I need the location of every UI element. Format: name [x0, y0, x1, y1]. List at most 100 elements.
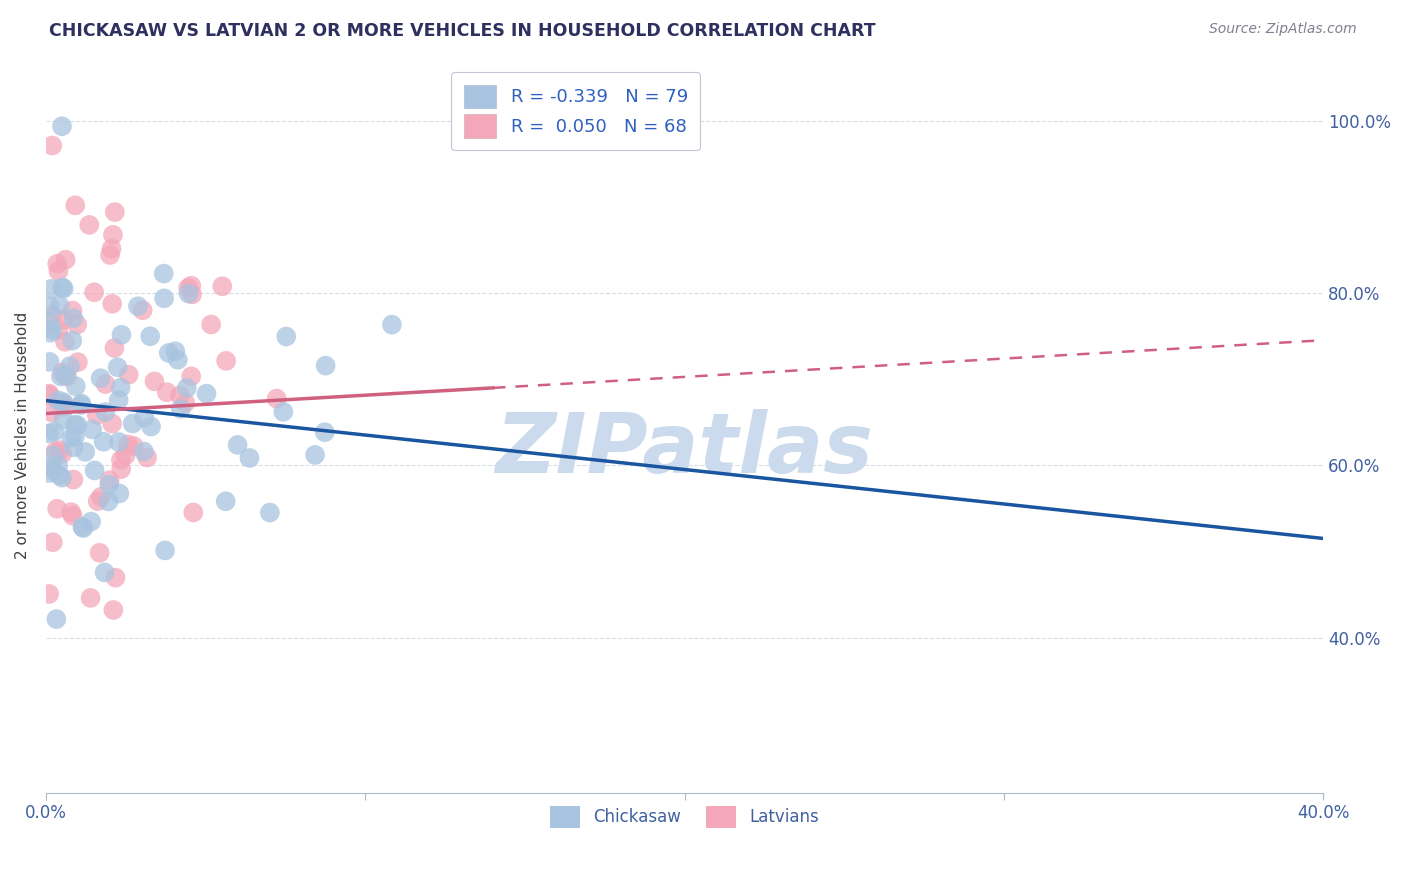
Point	[83, 285, 105, 300]
Point	[215, 494, 238, 508]
Point	[52, 312, 75, 326]
Point	[51, 446, 73, 460]
Point	[66, 355, 89, 369]
Point	[52, 395, 75, 409]
Point	[98, 473, 121, 487]
Point	[177, 286, 200, 301]
Point	[45, 612, 67, 626]
Point	[139, 419, 162, 434]
Point	[143, 375, 166, 389]
Point	[101, 417, 124, 431]
Point	[103, 603, 125, 617]
Point	[103, 341, 125, 355]
Point	[79, 591, 101, 605]
Point	[41, 323, 63, 337]
Point	[259, 506, 281, 520]
Point	[66, 318, 89, 332]
Point	[107, 360, 129, 375]
Point	[51, 366, 73, 380]
Point	[177, 281, 200, 295]
Point	[62, 303, 84, 318]
Point	[121, 417, 143, 431]
Point	[180, 369, 202, 384]
Text: Source: ZipAtlas.com: Source: ZipAtlas.com	[1209, 22, 1357, 37]
Point	[42, 463, 65, 477]
Point	[153, 543, 176, 558]
Point	[114, 449, 136, 463]
Point	[44, 444, 66, 458]
Point	[122, 439, 145, 453]
Point	[90, 490, 112, 504]
Point	[48, 468, 70, 483]
Point	[215, 354, 238, 368]
Point	[65, 379, 87, 393]
Point	[174, 396, 197, 410]
Point	[86, 494, 108, 508]
Point	[52, 413, 75, 427]
Point	[62, 311, 84, 326]
Point	[41, 282, 63, 296]
Point	[52, 281, 75, 295]
Point	[156, 385, 179, 400]
Point	[41, 459, 63, 474]
Point	[104, 205, 127, 219]
Point	[53, 334, 76, 349]
Point	[94, 377, 117, 392]
Point	[117, 368, 139, 382]
Point	[273, 405, 295, 419]
Point	[104, 571, 127, 585]
Point	[52, 396, 75, 410]
Point	[48, 298, 70, 312]
Point	[170, 401, 193, 416]
Point	[46, 458, 69, 473]
Point	[51, 120, 73, 134]
Point	[127, 299, 149, 313]
Point	[62, 473, 84, 487]
Point	[101, 297, 124, 311]
Point	[70, 398, 93, 412]
Point	[139, 329, 162, 343]
Point	[80, 515, 103, 529]
Point	[131, 303, 153, 318]
Point	[152, 267, 174, 281]
Point	[38, 355, 60, 369]
Point	[195, 386, 218, 401]
Point	[38, 299, 60, 313]
Point	[110, 453, 132, 467]
Point	[134, 410, 156, 425]
Point	[226, 438, 249, 452]
Legend: Chickasaw, Latvians: Chickasaw, Latvians	[543, 799, 825, 834]
Point	[46, 323, 69, 337]
Point	[169, 388, 191, 402]
Point	[49, 443, 72, 458]
Point	[42, 448, 65, 462]
Point	[110, 327, 132, 342]
Point	[100, 242, 122, 256]
Point	[49, 369, 72, 384]
Point	[60, 334, 83, 348]
Point	[176, 381, 198, 395]
Point	[165, 344, 187, 359]
Point	[238, 450, 260, 465]
Point	[89, 546, 111, 560]
Point	[46, 393, 69, 408]
Point	[63, 429, 86, 443]
Point	[70, 397, 93, 411]
Point	[97, 494, 120, 508]
Point	[153, 291, 176, 305]
Point	[38, 314, 60, 328]
Point	[82, 422, 104, 436]
Point	[56, 369, 79, 384]
Point	[75, 445, 97, 459]
Point	[72, 520, 94, 534]
Point	[381, 318, 404, 332]
Point	[90, 371, 112, 385]
Point	[72, 521, 94, 535]
Point	[181, 506, 204, 520]
Point	[98, 477, 121, 491]
Point	[62, 508, 84, 523]
Point	[94, 405, 117, 419]
Point	[41, 309, 63, 323]
Point	[79, 218, 101, 232]
Point	[98, 248, 121, 262]
